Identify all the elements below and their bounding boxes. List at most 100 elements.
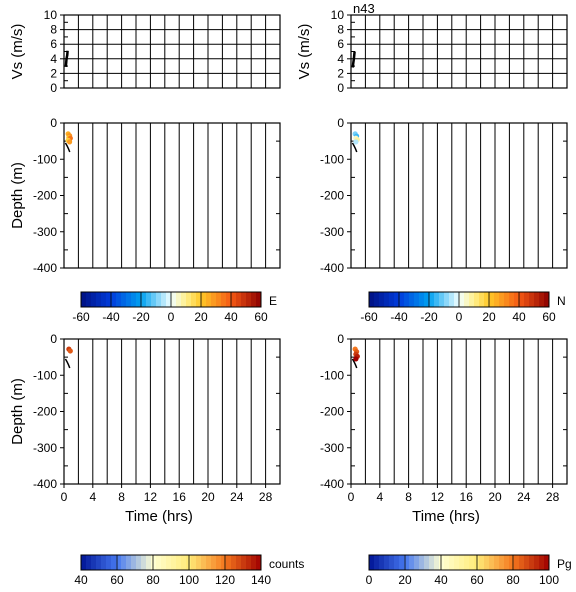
colorbar-swatch	[146, 292, 152, 307]
y-tick-label: -100	[320, 152, 344, 166]
x-tick-label: 20	[488, 490, 502, 504]
colorbar-swatch	[459, 292, 465, 307]
y-axis-label: Vs (m/s)	[9, 24, 26, 80]
colorbar-swatch	[166, 292, 172, 307]
colorbar-swatch	[131, 292, 137, 307]
colorbar-label: Pg	[557, 557, 572, 571]
colorbar-tick-label: 20	[398, 573, 412, 587]
colorbar-swatch	[96, 555, 102, 570]
colorbar-swatch	[464, 292, 470, 307]
scatter-point	[67, 348, 73, 354]
colorbar-swatch	[509, 292, 515, 307]
colorbar-swatch	[494, 555, 500, 570]
colorbar-swatch	[444, 292, 450, 307]
y-axis-label: Depth (m)	[9, 378, 26, 445]
colorbar-swatch	[454, 555, 460, 570]
colorbar-swatch	[499, 555, 505, 570]
colorbar-swatch	[514, 292, 520, 307]
colorbar-swatch	[469, 292, 475, 307]
colorbar-swatch	[86, 555, 92, 570]
colorbar-swatch	[236, 555, 242, 570]
colorbar-swatch	[96, 292, 102, 307]
colorbar-swatch	[414, 292, 420, 307]
colorbar-swatch	[544, 555, 550, 570]
y-tick-label: -300	[320, 441, 344, 455]
colorbar-label: E	[269, 294, 277, 308]
y-tick-label: 10	[331, 8, 345, 22]
colorbar-swatch	[191, 555, 197, 570]
colorbar-swatch	[101, 555, 107, 570]
colorbar-tick-label: -40	[102, 310, 120, 324]
colorbar-swatch	[534, 555, 540, 570]
y-tick-label: 2	[337, 66, 344, 80]
x-tick-label: 28	[546, 490, 560, 504]
vs-series-line	[351, 51, 356, 68]
colorbar-swatch	[474, 292, 480, 307]
colorbar-swatch	[539, 292, 545, 307]
y-tick-label: -300	[33, 225, 57, 239]
colorbar-swatch	[246, 292, 252, 307]
colorbar-swatch	[389, 555, 395, 570]
colorbar-swatch	[374, 555, 380, 570]
colorbar-swatch	[524, 555, 530, 570]
colorbar-swatch	[449, 555, 455, 570]
colorbar-swatch	[206, 555, 212, 570]
scatter-point	[353, 356, 359, 362]
colorbar-tick-label: 120	[215, 573, 235, 587]
colorbar-swatch	[211, 555, 217, 570]
y-tick-label: 4	[50, 52, 57, 66]
y-tick-label: -200	[320, 189, 344, 203]
colorbar-swatch	[439, 292, 445, 307]
colorbar-swatch	[459, 555, 465, 570]
x-tick-label: 4	[89, 490, 96, 504]
colorbar-swatch	[369, 292, 375, 307]
colorbar-swatch	[544, 292, 550, 307]
colorbar-swatch	[384, 292, 390, 307]
colorbar-tick-label: 20	[194, 310, 208, 324]
colorbar-swatch	[444, 555, 450, 570]
colorbar-tick-label: 40	[224, 310, 238, 324]
colorbar-swatch	[256, 555, 262, 570]
colorbar-swatch	[231, 555, 237, 570]
colorbar-swatch	[504, 292, 510, 307]
y-tick-label: -200	[33, 189, 57, 203]
colorbar-swatch	[529, 292, 535, 307]
colorbar-swatch	[499, 292, 505, 307]
colorbar-swatch	[201, 292, 207, 307]
colorbar-swatch	[176, 555, 182, 570]
colorbar-swatch	[231, 292, 237, 307]
colorbar-swatch	[136, 555, 142, 570]
y-tick-label: 2	[50, 66, 57, 80]
colorbar-swatch	[519, 292, 525, 307]
colorbar-swatch	[111, 555, 117, 570]
colorbar-tick-label: 100	[179, 573, 199, 587]
colorbar-swatch	[136, 292, 142, 307]
colorbar-swatch	[221, 555, 227, 570]
colorbar-tick-label: -60	[360, 310, 378, 324]
y-tick-label: 8	[337, 23, 344, 37]
colorbar-swatch	[216, 555, 222, 570]
colorbar-swatch	[156, 292, 162, 307]
y-tick-label: -100	[320, 368, 344, 382]
colorbar-swatch	[479, 555, 485, 570]
y-tick-label: 0	[337, 116, 344, 130]
x-tick-label: 0	[348, 490, 355, 504]
colorbar-swatch	[101, 292, 107, 307]
y-tick-label: -300	[320, 225, 344, 239]
colorbar-swatch	[91, 555, 97, 570]
colorbar-swatch	[251, 292, 257, 307]
x-tick-label: 24	[230, 490, 244, 504]
colorbar-tick-label: 60	[470, 573, 484, 587]
colorbar-swatch	[434, 292, 440, 307]
x-axis-label: Time (hrs)	[412, 508, 480, 525]
colorbar-swatch	[424, 292, 430, 307]
colorbar-tick-label: 80	[146, 573, 160, 587]
colorbar-swatch	[151, 292, 157, 307]
vs-series-line	[64, 50, 69, 67]
x-tick-label: 28	[259, 490, 273, 504]
colorbar-swatch	[171, 292, 177, 307]
colorbar-swatch	[141, 555, 147, 570]
colorbar-swatch	[226, 555, 232, 570]
x-tick-label: 0	[61, 490, 68, 504]
